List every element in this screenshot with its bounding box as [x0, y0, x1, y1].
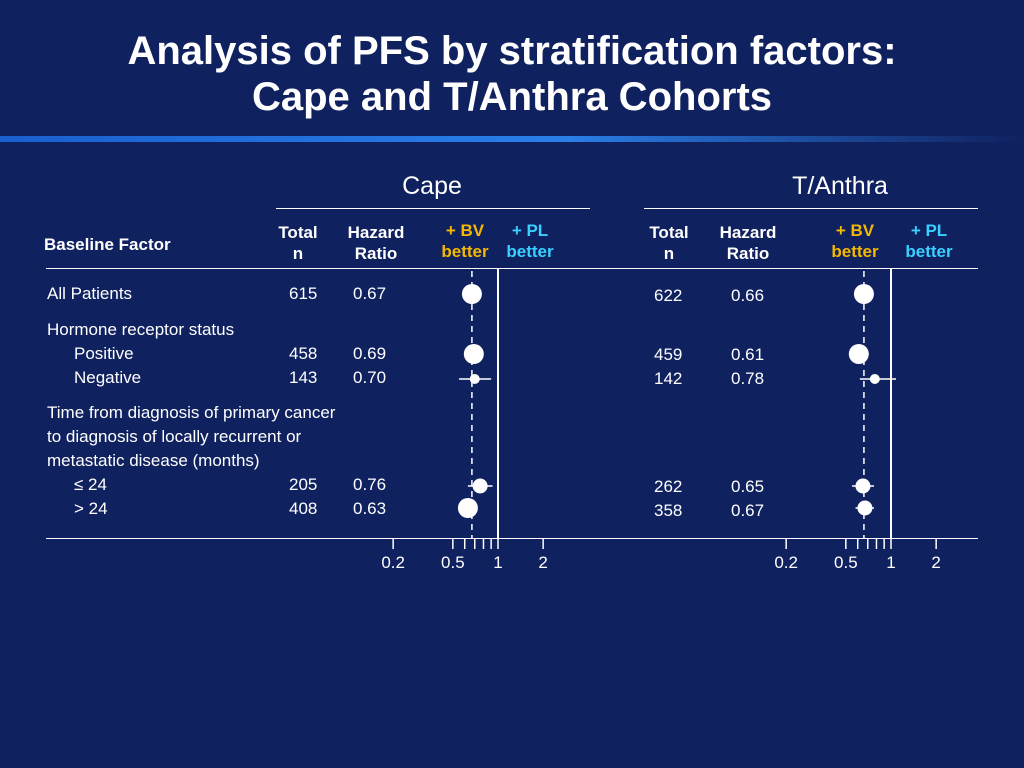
cape-point-negative [469, 374, 480, 384]
cape-point-all [461, 284, 482, 304]
factor-time-line-1: Time from diagnosis of primary cancer [47, 403, 336, 422]
cape-n-le24: 205 [289, 475, 318, 494]
header-rule [46, 268, 978, 269]
cape-total-n-header: Total n [278, 223, 318, 263]
tanthra-n-gt24: 358 [654, 501, 683, 520]
factor-positive: Positive [74, 344, 134, 363]
cape-hr-all: 0.67 [353, 284, 387, 303]
cape-point-le24 [472, 478, 488, 494]
slide-title: Analysis of PFS by stratification factor… [0, 28, 1024, 120]
cape-hazard-ratio-header: Hazard Ratio [347, 223, 405, 263]
cape-n-positive: 458 [289, 344, 318, 363]
cape-tick-label-2: 2 [538, 553, 547, 572]
cape-pl-better-header: + PL better [506, 221, 554, 261]
cape-hr-le24: 0.76 [353, 475, 387, 494]
tanthra-tick-label-0.5: 0.5 [834, 553, 858, 572]
factor-gt-24: > 24 [74, 499, 108, 518]
factor-time-line-2: to diagnosis of locally recurrent or [47, 427, 302, 446]
cape-forest-plot: 0.2 0.5 1 2 [381, 269, 548, 572]
tanthra-tick-label-2: 2 [931, 553, 940, 572]
tanthra-n-all: 622 [654, 286, 683, 305]
factor-time-line-3: metastatic disease (months) [47, 451, 260, 470]
cape-point-positive [463, 344, 484, 364]
tanthra-point-positive [848, 344, 869, 364]
title-line-1: Analysis of PFS by stratification factor… [127, 29, 897, 73]
cape-hr-negative: 0.70 [353, 368, 387, 387]
tanthra-hr-negative: 0.78 [731, 369, 765, 388]
baseline-factor-header: Baseline Factor [44, 235, 171, 254]
tanthra-n-positive: 459 [654, 345, 683, 364]
tanthra-forest-plot: 0.2 0.5 1 2 [774, 269, 941, 572]
tanthra-point-negative [869, 374, 880, 384]
title-line-2: Cape and T/Anthra Cohorts [251, 75, 773, 119]
tanthra-pl-better-header: + PL better [905, 221, 953, 261]
factor-hormone-status: Hormone receptor status [47, 320, 235, 339]
tanthra-cohort-title: T/Anthra [792, 172, 888, 200]
cape-tick-label-0.5: 0.5 [441, 553, 465, 572]
cape-n-all: 615 [289, 284, 318, 303]
tanthra-point-all [853, 284, 874, 304]
bottom-rule [46, 538, 978, 539]
cape-n-gt24: 408 [289, 499, 318, 518]
tanthra-hr-le24: 0.65 [731, 477, 765, 496]
tanthra-title-rule [644, 208, 978, 209]
cape-cohort-title: Cape [402, 172, 462, 200]
tanthra-tick-label-1: 1 [886, 553, 895, 572]
factor-le-24: ≤ 24 [74, 475, 107, 494]
cape-hr-positive: 0.69 [353, 344, 387, 363]
cape-point-gt24 [457, 498, 478, 518]
title-underline-bar [0, 136, 1024, 142]
factor-negative: Negative [74, 368, 142, 387]
cape-title-rule [276, 208, 590, 209]
tanthra-hr-all: 0.66 [731, 286, 765, 305]
cape-tick-label-1: 1 [493, 553, 502, 572]
tanthra-hr-positive: 0.61 [731, 345, 765, 364]
factor-all-patients: All Patients [47, 284, 133, 303]
tanthra-tick-label-0.2: 0.2 [774, 553, 798, 572]
tanthra-hazard-ratio-header: Hazard Ratio [719, 223, 777, 263]
tanthra-hr-gt24: 0.67 [731, 501, 765, 520]
tanthra-point-le24 [855, 478, 871, 494]
cape-bv-better-header: + BV better [441, 221, 489, 261]
cape-hr-gt24: 0.63 [353, 499, 387, 518]
tanthra-n-le24: 262 [654, 477, 683, 496]
tanthra-total-n-header: Total n [649, 223, 689, 263]
cape-n-negative: 143 [289, 368, 318, 387]
cape-tick-label-0.2: 0.2 [381, 553, 405, 572]
tanthra-bv-better-header: + BV better [831, 221, 879, 261]
tanthra-n-negative: 142 [654, 369, 683, 388]
tanthra-point-gt24 [857, 500, 873, 516]
